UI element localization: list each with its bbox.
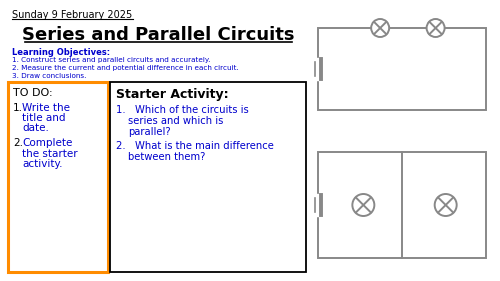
Circle shape xyxy=(426,19,444,37)
Text: 1. Construct series and parallel circuits and accurately.: 1. Construct series and parallel circuit… xyxy=(12,57,210,63)
Text: parallel?: parallel? xyxy=(128,127,170,137)
Text: Series and Parallel Circuits: Series and Parallel Circuits xyxy=(22,26,294,44)
Text: 1.: 1. xyxy=(13,103,23,113)
Bar xyxy=(8,82,108,272)
Bar xyxy=(311,58,325,80)
Text: 2. Measure the current and potential difference in each circuit.: 2. Measure the current and potential dif… xyxy=(12,65,239,71)
Circle shape xyxy=(371,19,389,37)
Text: Complete: Complete xyxy=(22,138,72,148)
Text: Write the: Write the xyxy=(22,103,70,113)
Text: 2.: 2. xyxy=(13,138,23,148)
Text: between them?: between them? xyxy=(128,152,206,162)
Text: activity.: activity. xyxy=(22,159,62,169)
Bar xyxy=(318,28,486,110)
Circle shape xyxy=(352,194,374,216)
Text: 1.   Which of the circuits is: 1. Which of the circuits is xyxy=(116,105,249,115)
Text: TO DO:: TO DO: xyxy=(13,88,52,98)
Text: the starter: the starter xyxy=(22,149,78,159)
Circle shape xyxy=(434,194,456,216)
Text: 3. Draw conclusions.: 3. Draw conclusions. xyxy=(12,73,86,79)
Text: Learning Objectives:: Learning Objectives: xyxy=(12,48,110,57)
Text: Starter Activity:: Starter Activity: xyxy=(116,88,228,101)
Bar xyxy=(311,194,325,216)
Bar xyxy=(110,82,306,272)
Text: 2.   What is the main difference: 2. What is the main difference xyxy=(116,141,274,151)
Bar xyxy=(318,152,486,258)
Text: title and: title and xyxy=(22,113,66,123)
Text: date.: date. xyxy=(22,123,49,133)
Text: series and which is: series and which is xyxy=(128,116,224,126)
Text: Sunday 9 February 2025: Sunday 9 February 2025 xyxy=(12,10,132,20)
